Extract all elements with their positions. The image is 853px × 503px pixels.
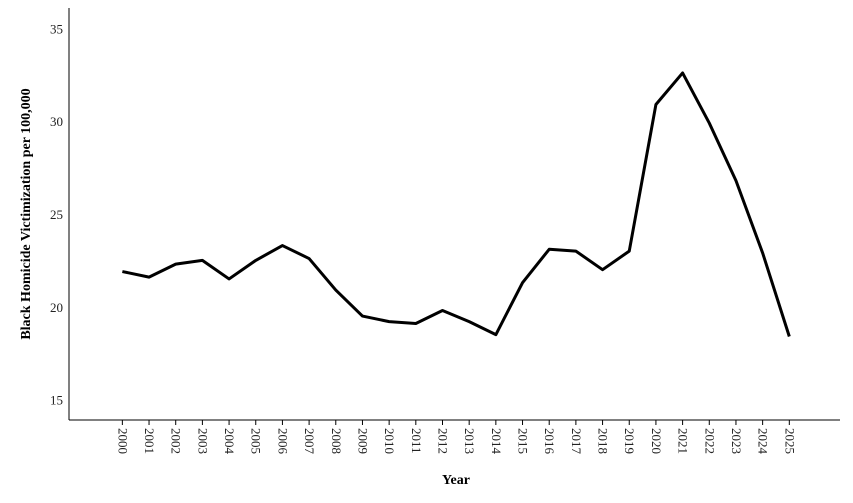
x-tick-label: 2023 xyxy=(729,428,744,454)
x-tick-label: 2011 xyxy=(409,428,424,454)
x-tick-label: 2015 xyxy=(516,428,531,454)
x-tick-label: 2016 xyxy=(542,428,557,455)
x-tick-label: 2007 xyxy=(302,428,317,455)
x-tick-label: 2004 xyxy=(222,428,237,455)
x-tick-label: 2014 xyxy=(489,428,504,455)
x-tick-label: 2006 xyxy=(275,428,290,455)
x-tick-label: 2002 xyxy=(169,428,184,454)
y-axis-title: Black Homicide Victimization per 100,000 xyxy=(19,88,34,339)
x-tick-label: 2019 xyxy=(622,428,637,454)
x-tick-label: 2022 xyxy=(702,428,717,454)
x-tick-label: 2025 xyxy=(782,428,797,454)
x-tick-label: 2009 xyxy=(355,428,370,454)
x-tick-label: 2013 xyxy=(462,428,477,454)
x-axis-title: Year xyxy=(442,473,470,488)
x-tick-label: 2017 xyxy=(569,428,584,455)
x-tick-label: 2005 xyxy=(249,428,264,454)
x-tick-label: 2008 xyxy=(329,428,344,454)
y-tick-label: 20 xyxy=(50,300,63,315)
x-tick-label: 2012 xyxy=(435,428,450,454)
y-tick-label: 25 xyxy=(50,207,63,222)
x-tick-label: 2010 xyxy=(382,428,397,454)
x-tick-label: 2024 xyxy=(756,428,771,455)
x-tick-label: 2020 xyxy=(649,428,664,454)
y-tick-label: 30 xyxy=(50,114,63,129)
x-tick-label: 2003 xyxy=(195,428,210,454)
x-tick-label: 2000 xyxy=(115,428,130,454)
y-tick-label: 35 xyxy=(50,21,63,36)
x-tick-label: 2021 xyxy=(676,428,691,454)
x-tick-label: 2018 xyxy=(596,428,611,454)
data-line xyxy=(122,71,791,337)
y-tick-label: 15 xyxy=(50,393,63,408)
x-tick-label: 2001 xyxy=(142,428,157,454)
